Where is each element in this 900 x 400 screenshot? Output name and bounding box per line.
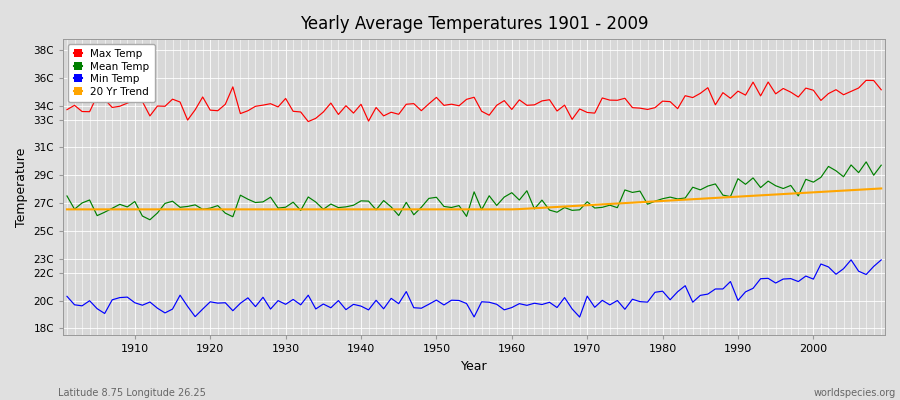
Text: worldspecies.org: worldspecies.org bbox=[814, 388, 896, 398]
Text: Latitude 8.75 Longitude 26.25: Latitude 8.75 Longitude 26.25 bbox=[58, 388, 206, 398]
Title: Yearly Average Temperatures 1901 - 2009: Yearly Average Temperatures 1901 - 2009 bbox=[300, 15, 648, 33]
X-axis label: Year: Year bbox=[461, 360, 488, 373]
Y-axis label: Temperature: Temperature bbox=[15, 147, 28, 227]
Legend: Max Temp, Mean Temp, Min Temp, 20 Yr Trend: Max Temp, Mean Temp, Min Temp, 20 Yr Tre… bbox=[68, 44, 155, 102]
